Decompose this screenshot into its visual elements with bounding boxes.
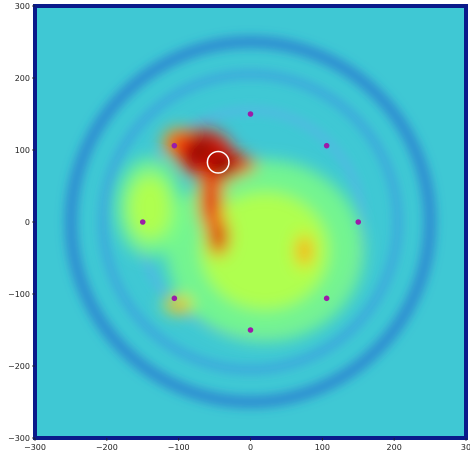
ring-1 [99,70,402,374]
x-tick-label: 200 [387,443,402,452]
hotspot-core-5 [202,178,220,222]
marker-point-1 [323,142,330,149]
x-axis: −300 −200 −100 0 100 200 30 [24,438,470,452]
y-tick-label: 200 [15,74,30,83]
y-tick-label: 100 [15,146,30,155]
x-tick-label: 30 [461,443,470,452]
hotspot-core-3 [167,298,190,312]
plot-area [35,6,466,438]
y-tick-label: −300 [8,434,30,443]
y-axis: −300 −200 −100 0 100 200 300 [8,2,35,443]
marker-point-7 [171,142,178,149]
marker-point-5 [171,295,178,302]
marker-point-0 [247,111,254,117]
x-tick-label: 100 [315,443,330,452]
x-tick-label: −200 [96,443,118,452]
y-tick-label: 0 [25,218,30,227]
hotspot-core-2 [296,235,312,266]
heat-hotspots [116,127,364,342]
hotspot-core-1 [128,175,172,241]
x-tick-label: 0 [248,443,253,452]
marker-points [139,111,362,333]
y-tick-label: −100 [8,290,30,299]
y-tick-label: −200 [8,362,30,371]
marker-point-4 [247,327,254,333]
y-tick-label: 300 [15,2,30,11]
marker-point-6 [139,219,146,225]
marker-point-3 [323,295,330,302]
interference-rings [64,36,437,408]
x-tick-label: −100 [168,443,190,452]
ring-0 [64,36,437,408]
marker-point-2 [355,219,362,225]
x-tick-label: −300 [24,443,46,452]
hotspot-core-6 [210,222,226,250]
hotspot-core-0 [200,191,330,311]
highlight-circle [206,150,230,174]
